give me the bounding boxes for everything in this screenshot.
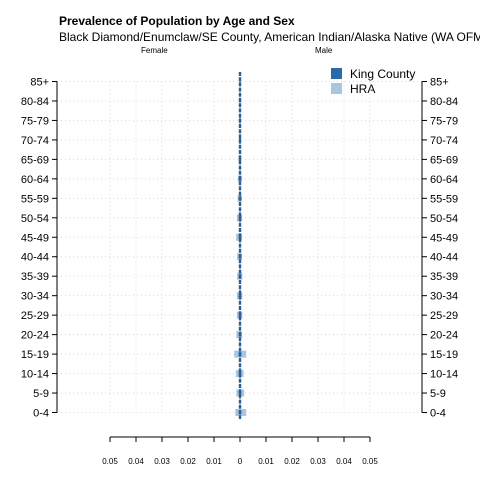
x-tick-label: 0.05 xyxy=(102,457,118,466)
bar-king-county-male xyxy=(240,371,242,376)
bar-hra-female xyxy=(236,233,240,241)
bar-king-county-male xyxy=(240,79,241,84)
bar-hra-male xyxy=(240,350,247,358)
y-tick-label-left: 0-4 xyxy=(33,408,49,420)
bar-king-county-female xyxy=(238,157,240,162)
y-tick-label-right: 50-54 xyxy=(430,213,458,225)
y-tick-label-left: 80-84 xyxy=(21,96,49,108)
bar-hra-female xyxy=(236,214,240,222)
y-tick-label-left: 75-79 xyxy=(21,115,49,127)
bar-hra-female xyxy=(234,350,240,358)
legend-label-hra: HRA xyxy=(350,81,376,96)
y-tick-label-left: 65-69 xyxy=(21,154,49,166)
y-tick-label-right: 20-24 xyxy=(430,330,458,342)
y-tick-label-right: 15-19 xyxy=(430,349,458,361)
y-tick-label-left: 35-39 xyxy=(21,271,49,283)
y-tick-label-left: 15-19 xyxy=(21,349,49,361)
bar-king-county-male xyxy=(240,235,242,240)
y-tick-label-left: 55-59 xyxy=(21,193,49,205)
y-tick-label-left: 30-34 xyxy=(21,291,49,303)
female-side-label: Female xyxy=(141,46,168,55)
legend-item-hra: HRA xyxy=(331,81,415,96)
y-tick-label-left: 50-54 xyxy=(21,213,49,225)
bar-king-county-male xyxy=(240,157,242,162)
y-tick-label-left: 20-24 xyxy=(21,330,49,342)
male-side-label: Male xyxy=(315,46,333,55)
legend-label-king-county: King County xyxy=(350,66,416,81)
y-tick-label-right: 35-39 xyxy=(430,271,458,283)
bar-hra-female xyxy=(235,409,240,416)
bar-hra-female xyxy=(236,292,240,300)
bar-hra-male xyxy=(240,409,247,416)
y-tick-label-right: 30-34 xyxy=(430,291,458,303)
bar-king-county-female xyxy=(238,235,240,240)
y-tick-label-left: 25-29 xyxy=(21,310,49,322)
y-tick-label-right: 10-14 xyxy=(430,369,458,381)
x-tick-label: 0 xyxy=(238,457,243,466)
y-tick-label-right: 60-64 xyxy=(430,174,458,186)
y-tick-label-left: 40-44 xyxy=(21,252,49,264)
bar-hra-female xyxy=(236,389,240,397)
y-tick-label-left: 85+ xyxy=(30,77,49,89)
y-tick-label-right: 40-44 xyxy=(430,252,458,264)
x-tick-label: 0.03 xyxy=(310,457,326,466)
bar-hra-female xyxy=(237,272,240,280)
y-tick-label-right: 55-59 xyxy=(430,193,458,205)
y-tick-label-left: 70-74 xyxy=(21,135,49,147)
legend-item-king-county: King County xyxy=(331,66,415,81)
y-tick-label-right: 80-84 xyxy=(430,96,458,108)
bar-hra-male xyxy=(240,389,245,397)
x-tick-label: 0.01 xyxy=(258,457,274,466)
y-tick-label-right: 70-74 xyxy=(430,135,458,147)
bar-hra-male xyxy=(240,370,244,378)
chart-subtitle: Black Diamond/Enumclaw/SE County, Americ… xyxy=(59,30,480,44)
x-tick-label: 0.03 xyxy=(154,457,170,466)
bar-hra-female xyxy=(236,331,240,339)
x-tick-label: 0.04 xyxy=(128,457,144,466)
x-tick-label: 0.02 xyxy=(284,457,300,466)
bar-hra-female xyxy=(236,311,240,319)
x-tick-label: 0.02 xyxy=(180,457,196,466)
y-tick-label-right: 65-69 xyxy=(430,154,458,166)
x-tick-label: 0.05 xyxy=(362,457,378,466)
y-tick-label-left: 5-9 xyxy=(33,388,49,400)
bar-king-county-female xyxy=(238,371,240,376)
y-tick-label-right: 5-9 xyxy=(430,388,446,400)
y-tick-label-right: 85+ xyxy=(430,77,449,89)
y-tick-label-right: 0-4 xyxy=(430,408,446,420)
chart-title: Prevalence of Population by Age and Sex xyxy=(59,14,295,28)
bar-king-county-female xyxy=(239,79,240,84)
bar-hra-female xyxy=(235,370,240,378)
legend-swatch-hra xyxy=(331,83,342,94)
y-tick-label-left: 45-49 xyxy=(21,232,49,244)
x-tick-label: 0.01 xyxy=(206,457,222,466)
y-tick-label-right: 25-29 xyxy=(430,310,458,322)
y-tick-label-right: 45-49 xyxy=(430,232,458,244)
y-tick-label-right: 75-79 xyxy=(430,115,458,127)
legend-swatch-king-county xyxy=(331,68,342,79)
y-tick-label-left: 10-14 xyxy=(21,369,49,381)
x-tick-label: 0.04 xyxy=(336,457,352,466)
chart-legend: King County HRA xyxy=(331,66,415,96)
bar-hra-female xyxy=(237,253,240,261)
y-tick-label-left: 60-64 xyxy=(21,174,49,186)
